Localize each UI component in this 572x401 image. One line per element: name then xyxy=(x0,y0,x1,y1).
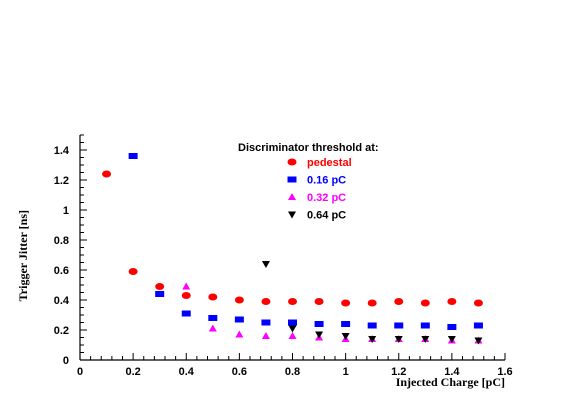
legend-label: pedestal xyxy=(307,157,352,169)
legend-entries: pedestal 0.16 pC 0.32 pC 0.64 pC xyxy=(287,157,352,222)
legend-entry: 0.64 pC xyxy=(288,210,346,222)
series-0 xyxy=(102,170,483,307)
data-point xyxy=(314,321,324,327)
legend-marker xyxy=(288,211,296,219)
data-point xyxy=(182,282,191,290)
data-point xyxy=(181,310,191,317)
data-point xyxy=(208,293,218,301)
series-2 xyxy=(182,282,483,344)
y-tick-label: 0 xyxy=(63,355,69,367)
data-point xyxy=(367,322,377,329)
data-point xyxy=(261,298,271,305)
data-point xyxy=(208,315,218,321)
x-tick-label: 1.2 xyxy=(391,366,406,378)
legend: Discriminator threshold at: pedestal 0.16… xyxy=(238,142,379,222)
data-point xyxy=(234,296,244,304)
data-point xyxy=(394,322,404,329)
y-tick-label: 1.2 xyxy=(54,175,69,187)
data-point xyxy=(234,316,244,323)
legend-marker xyxy=(288,193,296,200)
series-3 xyxy=(261,261,483,345)
data-point xyxy=(473,299,483,307)
x-tick-label: 1.6 xyxy=(497,366,512,378)
data-point xyxy=(315,331,324,339)
data-point xyxy=(288,319,297,326)
data-point xyxy=(447,298,457,305)
data-point xyxy=(474,337,483,345)
data-point xyxy=(314,298,324,305)
legend-marker xyxy=(287,176,297,183)
legend-entry: 0.16 pC xyxy=(287,175,346,187)
data-point xyxy=(261,261,270,268)
data-point xyxy=(447,324,457,330)
x-ticks: 0 0.2 0.4 0.6 0.8 1 1.2 1.4 1.6 xyxy=(77,353,513,378)
data-point xyxy=(128,268,138,275)
data-markers xyxy=(102,153,483,345)
x-tick-label: 0 xyxy=(77,366,83,378)
data-point xyxy=(261,319,271,326)
data-point xyxy=(155,291,165,297)
data-point xyxy=(420,299,430,307)
data-point xyxy=(420,322,430,329)
data-point xyxy=(208,324,217,332)
series-1 xyxy=(128,153,483,330)
data-point xyxy=(102,170,112,178)
data-point xyxy=(341,299,351,307)
x-tick-label: 0.2 xyxy=(125,366,140,378)
data-point xyxy=(368,336,377,343)
legend-entry: pedestal xyxy=(287,157,352,169)
y-tick-label: 1.4 xyxy=(54,145,70,157)
y-ticks: 0 0.2 0.4 0.6 0.8 1 1.2 1.4 xyxy=(54,134,87,367)
data-point xyxy=(288,325,297,333)
data-point xyxy=(473,322,483,329)
legend-label: 0.32 pC xyxy=(307,192,346,204)
data-point xyxy=(367,299,377,307)
data-point xyxy=(394,298,404,305)
y-tick-label: 1 xyxy=(63,205,69,217)
legend-title: Discriminator threshold at: xyxy=(238,142,379,154)
y-tick-label: 0.8 xyxy=(54,235,69,247)
x-axis-title: Injected Charge [pC] xyxy=(396,375,505,389)
legend-label: 0.16 pC xyxy=(307,175,346,187)
y-tick-label: 0.4 xyxy=(54,295,70,307)
data-point xyxy=(421,336,430,343)
legend-label: 0.64 pC xyxy=(307,210,346,222)
y-tick-label: 0.6 xyxy=(54,265,69,277)
data-point xyxy=(261,332,270,339)
data-point xyxy=(288,298,297,305)
x-tick-label: 0.8 xyxy=(285,366,300,378)
data-point xyxy=(288,332,297,339)
data-point xyxy=(341,321,351,327)
data-point xyxy=(181,292,191,299)
x-tick-label: 0.6 xyxy=(232,366,247,378)
data-point xyxy=(447,336,456,343)
x-tick-label: 1.4 xyxy=(444,366,460,378)
data-point xyxy=(341,333,350,340)
data-point xyxy=(394,336,403,343)
y-tick-label: 0.2 xyxy=(54,325,69,337)
data-point xyxy=(235,330,244,338)
legend-entry: 0.32 pC xyxy=(288,192,346,204)
y-axis-title: Trigger Jitter [ns] xyxy=(16,210,30,301)
x-tick-label: 0.4 xyxy=(179,366,195,378)
data-point xyxy=(155,283,165,290)
data-point xyxy=(128,153,138,159)
x-tick-label: 1 xyxy=(343,366,349,378)
legend-marker xyxy=(287,158,297,166)
